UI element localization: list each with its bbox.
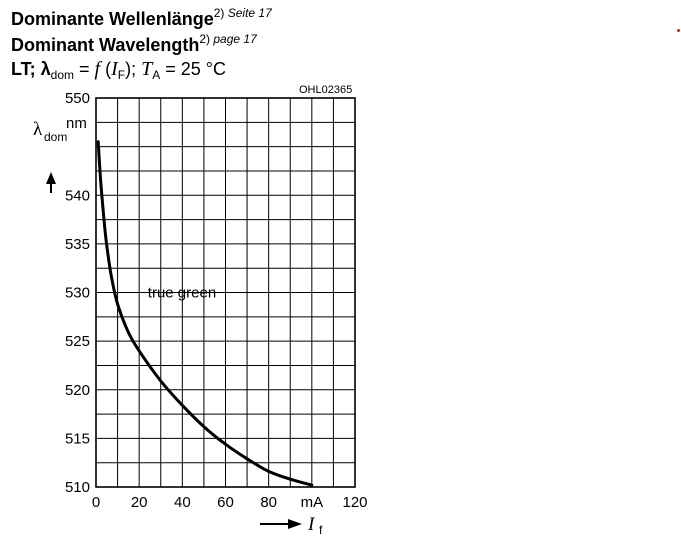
tick-labels: 0 20 40 60 80 mA 120 510 515 520 525 530 535 540 550 [65, 90, 368, 511]
title-de-sup: 2) [213, 6, 225, 20]
title-en-text: Dominant Wavelength [11, 35, 200, 55]
x-tick-label: 0 [92, 494, 100, 511]
formula-temp: = 25 °C [160, 59, 226, 79]
x-tick-label: 80 [260, 494, 277, 511]
x-tick-label: 120 [342, 494, 367, 511]
plot-frame [95, 97, 356, 488]
formula-sub-dom: dom [50, 68, 75, 82]
x-tick-label: 20 [131, 494, 148, 511]
series-annotation: true green [148, 284, 216, 301]
y-tick-label: 530 [65, 285, 90, 302]
y-axis-label-sub: dom [44, 130, 67, 144]
y-tick-label: 520 [65, 382, 90, 399]
marker-dot [677, 29, 680, 32]
y-tick-label: 540 [65, 187, 90, 204]
title-en-footnote: 2) page 17 [199, 32, 256, 46]
chart-grid [96, 98, 355, 487]
formula-sub-A: A [152, 68, 161, 82]
title-de-text: Dominante Wellenlänge [11, 9, 214, 29]
y-tick-label: 510 [65, 479, 90, 496]
formula-prefix: LT; λ [11, 59, 51, 79]
y-axis-arrow [46, 172, 56, 193]
y-tick-label: 535 [65, 236, 90, 253]
y-tick-label: 550 [65, 90, 90, 107]
title-de-ref: Seite 17 [227, 6, 272, 20]
formula-sub-F: F [117, 68, 126, 82]
x-tick-label: mA [301, 494, 324, 511]
formula-I: I [111, 58, 118, 80]
y-axis-unit: nm [66, 115, 87, 132]
y-tick-label: 515 [65, 430, 90, 447]
chart-formula: LT; λdom = f (IF); TA = 25 °C [11, 58, 226, 82]
formula-T: T [141, 58, 153, 80]
x-axis-label: I [307, 514, 316, 535]
y-tick-label: 525 [65, 333, 90, 350]
title-en-ref: page 17 [213, 32, 257, 46]
chart-title-de: Dominante Wellenlänge2) Seite 17 [11, 6, 272, 30]
formula-paren-close: ); [125, 59, 142, 79]
formula-f: f [94, 58, 101, 80]
title-de-footnote: 2) Seite 17 [214, 6, 272, 20]
series-line-true-green [96, 140, 314, 487]
x-axis-arrow [260, 519, 302, 529]
y-axis-label: λ [33, 119, 43, 140]
formula-paren-open: ( [100, 59, 112, 79]
x-tick-label: 60 [217, 494, 234, 511]
x-tick-label: 40 [174, 494, 191, 511]
chart-title-en: Dominant Wavelength2) page 17 [11, 32, 257, 56]
figure-code: OHL02365 [299, 84, 353, 96]
title-en-sup: 2) [199, 32, 211, 46]
x-axis-label-sub: f [319, 523, 323, 537]
formula-eq: = [74, 59, 95, 79]
